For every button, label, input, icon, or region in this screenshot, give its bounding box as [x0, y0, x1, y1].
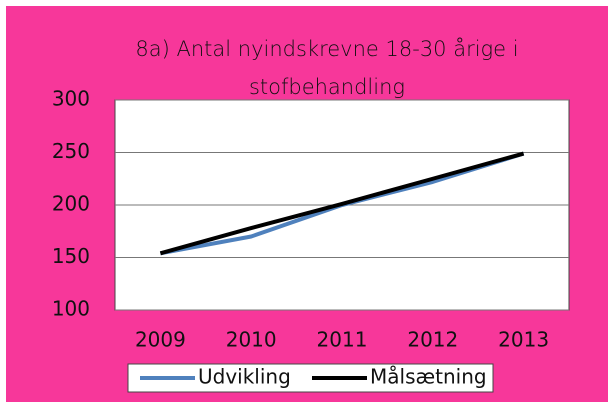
data-line [159, 151, 525, 256]
chart-title: 8a) Antal nyindskrevne 18-30 årige i sto… [135, 37, 519, 99]
x-tick-label: 2012 [407, 328, 458, 352]
y-tick-label: 300 [52, 87, 90, 111]
legend-label: Udvikling [198, 365, 291, 389]
x-tick-label: 2010 [226, 328, 277, 352]
y-tick-label: 200 [52, 192, 90, 216]
y-tick-label: 250 [52, 139, 90, 163]
y-tick-label: 100 [52, 297, 90, 321]
x-tick-label: 2013 [498, 328, 549, 352]
legend-label: Målsætning [370, 365, 487, 389]
x-tick-label: 2009 [135, 328, 186, 352]
x-tick-label: 2011 [317, 328, 368, 352]
y-tick-label: 150 [52, 244, 90, 268]
